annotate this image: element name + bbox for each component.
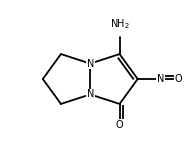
Text: O: O xyxy=(116,120,123,130)
Text: N: N xyxy=(87,89,94,99)
Text: N: N xyxy=(157,74,165,84)
Text: N: N xyxy=(87,59,94,69)
Text: O: O xyxy=(174,74,182,84)
Text: NH$_2$: NH$_2$ xyxy=(110,17,130,31)
